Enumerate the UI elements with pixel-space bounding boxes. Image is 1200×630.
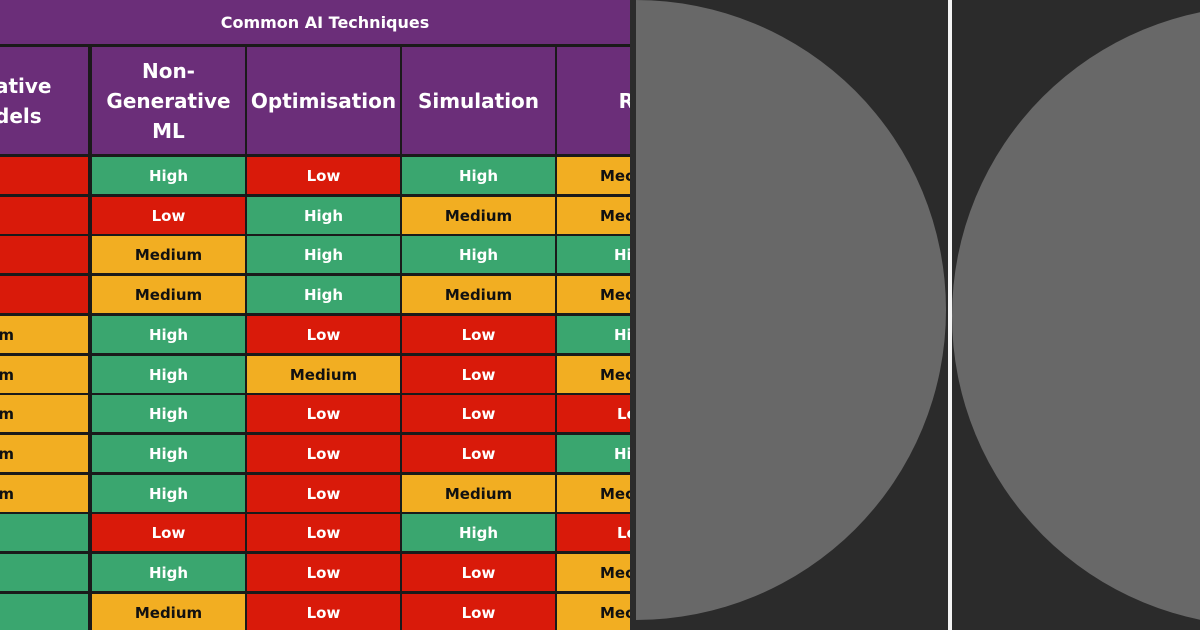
rating-cell: High [92,435,245,472]
rating-cell: Mec [557,157,630,194]
rating-cell: edium [0,316,88,353]
rating-cell: Medium [247,356,400,393]
rating-cell: Lo [557,395,630,432]
rating-cell: Low [402,316,555,353]
rating-cell: Mec [557,197,630,234]
column-header: Simulation [402,47,555,154]
rating-cell: Low [0,157,88,194]
rating-cell: High [402,157,555,194]
rating-cell: High [247,236,400,273]
rating-cell: Medium [92,276,245,313]
panel-divider [948,0,952,630]
rating-cell: Mec [557,594,630,630]
column-header: Ru [557,47,630,154]
half-circle-shape-right [952,0,1200,630]
rating-cell: Hi [557,236,630,273]
rating-cell: High [92,316,245,353]
rating-cell: Low [0,197,88,234]
rating-cell: Medium [402,197,555,234]
rating-cell: Low [92,514,245,551]
column-header: Optimisation [247,47,400,154]
rating-cell: Hi [557,316,630,353]
ai-techniques-table: Common AI Techniques erative odelsNon- G… [0,0,630,630]
half-circle-shape-left [636,0,948,630]
rating-cell: Mec [557,554,630,591]
rating-cell: Medium [92,594,245,630]
rating-cell: Low [402,435,555,472]
rating-cell: High [92,475,245,512]
rating-cell: High [0,594,88,630]
rating-cell: High [92,157,245,194]
rating-cell: High [402,236,555,273]
rating-cell: High [92,356,245,393]
rating-cell: Low [247,157,400,194]
rating-cell: Medium [402,475,555,512]
rating-cell: Lo [557,514,630,551]
rating-cell: Low [402,395,555,432]
rating-cell: Low [402,356,555,393]
rating-cell: Low [402,554,555,591]
rating-cell: edium [0,356,88,393]
rating-cell: Hi [557,435,630,472]
rating-cell: Mec [557,356,630,393]
rating-cell: Mec [557,276,630,313]
rating-cell: edium [0,475,88,512]
rating-cell: Low [247,475,400,512]
rating-cell: High [0,554,88,591]
table-title: Common AI Techniques [0,0,630,44]
rating-cell: Medium [402,276,555,313]
column-header: erative odels [0,47,88,154]
rating-cell: Low [247,395,400,432]
rating-cell: Low [0,236,88,273]
rating-cell: Low [247,316,400,353]
rating-cell: High [402,514,555,551]
rating-cell: edium [0,395,88,432]
rating-cell: High [247,276,400,313]
rating-cell: Low [92,197,245,234]
rating-cell: Low [402,594,555,630]
rating-cell: Low [0,276,88,313]
rating-cell: Low [247,435,400,472]
rating-cell: High [247,197,400,234]
column-header: Non- Generative ML [92,47,245,154]
rating-cell: Low [247,514,400,551]
rating-cell: Low [247,594,400,630]
rating-cell: Low [247,554,400,591]
rating-cell: High [0,514,88,551]
rating-cell: Medium [92,236,245,273]
rating-cell: High [92,395,245,432]
rating-cell: Mec [557,475,630,512]
rating-cell: High [92,554,245,591]
rating-cell: edium [0,435,88,472]
